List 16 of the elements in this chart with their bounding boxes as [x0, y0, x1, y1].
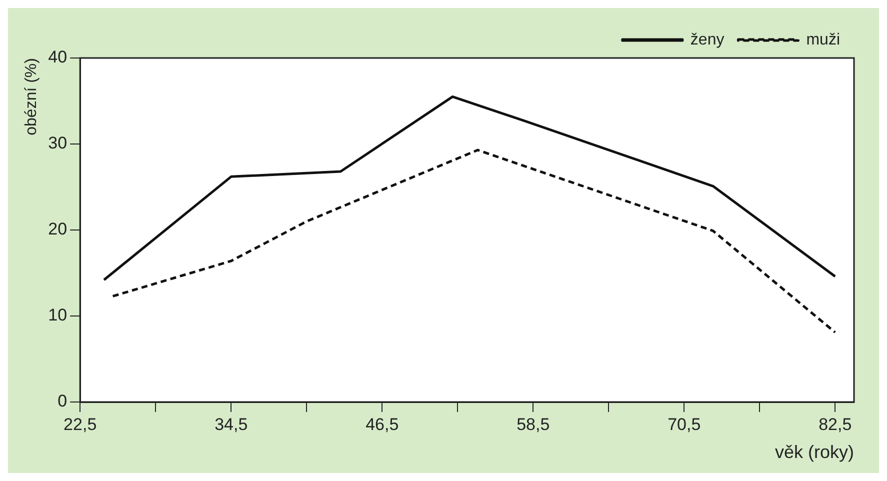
legend-label: muži [806, 31, 840, 48]
x-tick-label: 58,5 [516, 414, 550, 434]
x-tick-label: 22,5 [64, 414, 97, 434]
x-tick-label: 46,5 [366, 414, 399, 434]
x-axis-title: věk (roky) [774, 442, 854, 462]
legend-label: ženy [690, 31, 724, 48]
x-tick-label: 82,5 [818, 414, 852, 434]
y-tick-label: 20 [48, 220, 68, 239]
y-tick-label: 40 [48, 48, 68, 67]
y-tick-label: 10 [48, 306, 68, 325]
y-tick-label: 0 [58, 392, 68, 411]
y-tick-label: 30 [48, 134, 68, 153]
x-tick-label: 34,5 [214, 414, 248, 434]
x-tick-label: 70,5 [668, 414, 701, 434]
line-series [112, 148, 836, 334]
y-axis-title: obézní (%) [23, 58, 40, 136]
